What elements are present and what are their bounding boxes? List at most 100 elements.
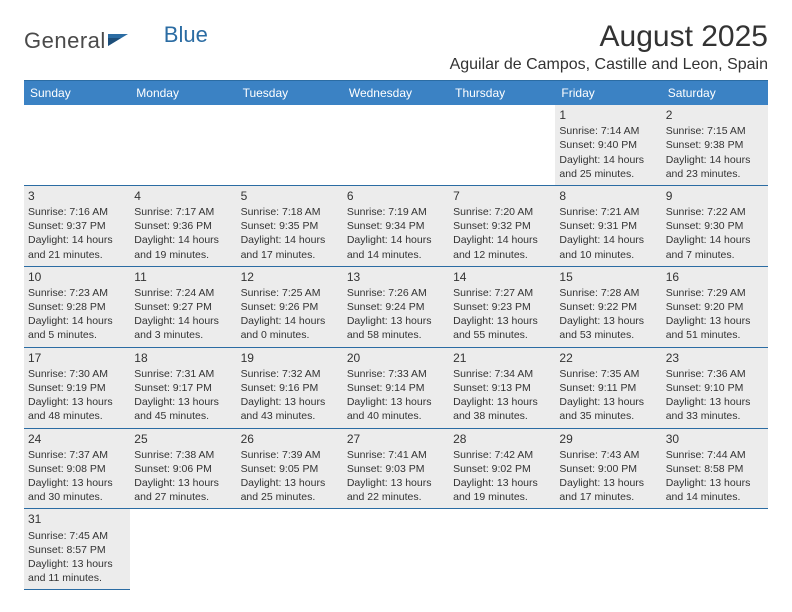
daylight2-text: and 0 minutes. — [241, 328, 339, 342]
calendar-cell: 13Sunrise: 7:26 AMSunset: 9:24 PMDayligh… — [343, 266, 449, 347]
daylight2-text: and 43 minutes. — [241, 409, 339, 423]
day-number: 2 — [666, 107, 764, 123]
calendar-cell: 31Sunrise: 7:45 AMSunset: 8:57 PMDayligh… — [24, 509, 130, 590]
calendar-cell — [343, 105, 449, 185]
calendar-row: 10Sunrise: 7:23 AMSunset: 9:28 PMDayligh… — [24, 266, 768, 347]
calendar-cell — [555, 509, 661, 590]
calendar-cell: 12Sunrise: 7:25 AMSunset: 9:26 PMDayligh… — [237, 266, 343, 347]
daylight2-text: and 3 minutes. — [134, 328, 232, 342]
weekday-header: Wednesday — [343, 81, 449, 106]
daylight1-text: Daylight: 13 hours — [28, 395, 126, 409]
daylight2-text: and 38 minutes. — [453, 409, 551, 423]
sunrise-text: Sunrise: 7:41 AM — [347, 448, 445, 462]
sunset-text: Sunset: 9:20 PM — [666, 300, 764, 314]
sunrise-text: Sunrise: 7:38 AM — [134, 448, 232, 462]
calendar-cell: 19Sunrise: 7:32 AMSunset: 9:16 PMDayligh… — [237, 347, 343, 428]
day-number: 28 — [453, 431, 551, 447]
sunrise-text: Sunrise: 7:20 AM — [453, 205, 551, 219]
calendar-table: Sunday Monday Tuesday Wednesday Thursday… — [24, 80, 768, 590]
weekday-header: Saturday — [662, 81, 768, 106]
calendar-cell: 21Sunrise: 7:34 AMSunset: 9:13 PMDayligh… — [449, 347, 555, 428]
sunset-text: Sunset: 9:02 PM — [453, 462, 551, 476]
daylight1-text: Daylight: 13 hours — [347, 395, 445, 409]
day-number: 24 — [28, 431, 126, 447]
sunrise-text: Sunrise: 7:44 AM — [666, 448, 764, 462]
sunset-text: Sunset: 9:40 PM — [559, 138, 657, 152]
daylight2-text: and 17 minutes. — [559, 490, 657, 504]
daylight1-text: Daylight: 13 hours — [559, 476, 657, 490]
calendar-cell: 30Sunrise: 7:44 AMSunset: 8:58 PMDayligh… — [662, 428, 768, 509]
calendar-cell: 10Sunrise: 7:23 AMSunset: 9:28 PMDayligh… — [24, 266, 130, 347]
sunset-text: Sunset: 9:17 PM — [134, 381, 232, 395]
day-number: 16 — [666, 269, 764, 285]
calendar-cell — [130, 509, 236, 590]
calendar-cell: 23Sunrise: 7:36 AMSunset: 9:10 PMDayligh… — [662, 347, 768, 428]
day-number: 21 — [453, 350, 551, 366]
sunset-text: Sunset: 9:28 PM — [28, 300, 126, 314]
daylight2-text: and 55 minutes. — [453, 328, 551, 342]
sunset-text: Sunset: 9:05 PM — [241, 462, 339, 476]
sunrise-text: Sunrise: 7:25 AM — [241, 286, 339, 300]
daylight1-text: Daylight: 14 hours — [134, 233, 232, 247]
daylight1-text: Daylight: 13 hours — [347, 314, 445, 328]
daylight1-text: Daylight: 13 hours — [347, 476, 445, 490]
daylight1-text: Daylight: 13 hours — [28, 476, 126, 490]
sunrise-text: Sunrise: 7:28 AM — [559, 286, 657, 300]
sunrise-text: Sunrise: 7:26 AM — [347, 286, 445, 300]
daylight1-text: Daylight: 14 hours — [666, 233, 764, 247]
calendar-cell — [24, 105, 130, 185]
calendar-cell — [662, 509, 768, 590]
calendar-cell: 16Sunrise: 7:29 AMSunset: 9:20 PMDayligh… — [662, 266, 768, 347]
sunrise-text: Sunrise: 7:29 AM — [666, 286, 764, 300]
calendar-cell — [237, 509, 343, 590]
sunrise-text: Sunrise: 7:22 AM — [666, 205, 764, 219]
daylight1-text: Daylight: 13 hours — [134, 395, 232, 409]
sunset-text: Sunset: 9:36 PM — [134, 219, 232, 233]
sunset-text: Sunset: 9:31 PM — [559, 219, 657, 233]
day-number: 23 — [666, 350, 764, 366]
daylight2-text: and 27 minutes. — [134, 490, 232, 504]
day-number: 19 — [241, 350, 339, 366]
daylight1-text: Daylight: 14 hours — [453, 233, 551, 247]
day-number: 3 — [28, 188, 126, 204]
day-number: 20 — [347, 350, 445, 366]
sunrise-text: Sunrise: 7:39 AM — [241, 448, 339, 462]
daylight2-text: and 58 minutes. — [347, 328, 445, 342]
daylight1-text: Daylight: 13 hours — [559, 314, 657, 328]
daylight1-text: Daylight: 13 hours — [134, 476, 232, 490]
day-number: 12 — [241, 269, 339, 285]
sunrise-text: Sunrise: 7:31 AM — [134, 367, 232, 381]
daylight1-text: Daylight: 14 hours — [347, 233, 445, 247]
sunrise-text: Sunrise: 7:32 AM — [241, 367, 339, 381]
calendar-cell — [130, 105, 236, 185]
sunrise-text: Sunrise: 7:30 AM — [28, 367, 126, 381]
daylight1-text: Daylight: 13 hours — [453, 395, 551, 409]
daylight1-text: Daylight: 13 hours — [453, 314, 551, 328]
daylight2-text: and 12 minutes. — [453, 248, 551, 262]
day-number: 13 — [347, 269, 445, 285]
daylight2-text: and 11 minutes. — [28, 571, 126, 585]
sunset-text: Sunset: 9:32 PM — [453, 219, 551, 233]
day-number: 18 — [134, 350, 232, 366]
calendar-cell: 17Sunrise: 7:30 AMSunset: 9:19 PMDayligh… — [24, 347, 130, 428]
sunrise-text: Sunrise: 7:23 AM — [28, 286, 126, 300]
calendar-cell: 24Sunrise: 7:37 AMSunset: 9:08 PMDayligh… — [24, 428, 130, 509]
calendar-cell: 26Sunrise: 7:39 AMSunset: 9:05 PMDayligh… — [237, 428, 343, 509]
weekday-header: Sunday — [24, 81, 130, 106]
sunset-text: Sunset: 9:26 PM — [241, 300, 339, 314]
day-number: 30 — [666, 431, 764, 447]
day-number: 1 — [559, 107, 657, 123]
logo-text-general: General — [24, 28, 106, 54]
calendar-cell: 11Sunrise: 7:24 AMSunset: 9:27 PMDayligh… — [130, 266, 236, 347]
sunrise-text: Sunrise: 7:15 AM — [666, 124, 764, 138]
sunrise-text: Sunrise: 7:33 AM — [347, 367, 445, 381]
header-row: General Blue August 2025 Aguilar de Camp… — [24, 20, 768, 74]
sunrise-text: Sunrise: 7:17 AM — [134, 205, 232, 219]
daylight1-text: Daylight: 13 hours — [666, 314, 764, 328]
calendar-cell: 20Sunrise: 7:33 AMSunset: 9:14 PMDayligh… — [343, 347, 449, 428]
daylight1-text: Daylight: 14 hours — [28, 233, 126, 247]
sunrise-text: Sunrise: 7:19 AM — [347, 205, 445, 219]
sunset-text: Sunset: 9:34 PM — [347, 219, 445, 233]
daylight2-text: and 19 minutes. — [134, 248, 232, 262]
calendar-cell: 3Sunrise: 7:16 AMSunset: 9:37 PMDaylight… — [24, 185, 130, 266]
